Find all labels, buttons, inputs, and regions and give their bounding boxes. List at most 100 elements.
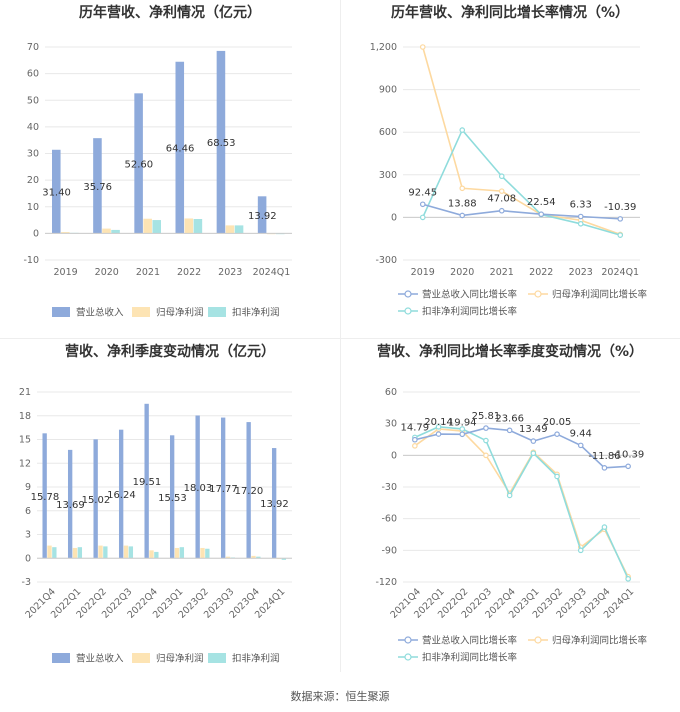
bar-net-profit [225, 556, 231, 559]
revenue-growth-data-label: 47.08 [487, 194, 516, 205]
legend-item: 营业总收入同比增长率 [398, 289, 518, 301]
data-point [459, 431, 466, 438]
legend-label: 营业总收入 [76, 653, 124, 665]
bar-deducted-profit [234, 225, 244, 234]
legend-label: 扣非净利润同比增长率 [422, 652, 518, 664]
x-tick-label: 2019 [53, 267, 77, 278]
data-point [412, 443, 418, 449]
horizontal-divider [0, 338, 680, 339]
y-tick-label: 40 [27, 122, 39, 133]
legend-item: 扣非净利润同比增长率 [398, 306, 518, 318]
revenue-growth-data-label: 13.49 [519, 424, 548, 435]
data-point [419, 214, 426, 221]
x-tick-label: 2019 [411, 267, 435, 278]
legend-label: 扣非净利润 [232, 307, 280, 319]
revenue-data-label: 31.40 [42, 188, 71, 199]
bar-revenue [175, 61, 185, 234]
bar-net-profit [200, 547, 205, 559]
data-point [412, 436, 418, 443]
revenue-data-label: 15.53 [158, 493, 187, 504]
y-tick-label: -120 [375, 577, 397, 588]
x-tick-label: 2023 [569, 267, 593, 278]
legend-label: 归母净利润同比增长率 [552, 635, 648, 647]
bar-deducted-profit [205, 548, 210, 559]
data-point [483, 452, 489, 459]
revenue-growth-data-label: 22.54 [527, 197, 556, 208]
data-point [506, 492, 513, 499]
y-tick-label: -300 [375, 255, 397, 266]
revenue-data-label: 13.92 [260, 499, 289, 510]
data-point [577, 220, 584, 227]
data-point [625, 463, 631, 470]
legend-swatch [208, 307, 226, 317]
y-tick-label: 300 [379, 170, 397, 181]
bar-net-profit [102, 228, 111, 234]
revenue-data-label: 52.60 [125, 159, 154, 170]
legend-item: 归母净利润同比增长率 [528, 635, 648, 647]
y-tick-label: 10 [27, 202, 39, 213]
legend-marker [404, 290, 412, 298]
y-tick-label: -3 [22, 577, 31, 588]
legend-swatch [132, 653, 150, 663]
revenue-data-label: 17.20 [235, 486, 264, 497]
x-tick-label: 2022 [529, 267, 553, 278]
annual-revenue-profit-svg: 历年营收、净利情况（亿元） -10 0 10 20 30 40 50 60 70 2019 2020 2… [23, 4, 292, 319]
y-tick-label: 600 [379, 127, 397, 138]
legend-swatch [208, 653, 226, 663]
data-point [498, 207, 505, 214]
revenue-data-label: 35.76 [83, 182, 112, 193]
bar-deducted-profit [154, 551, 159, 559]
bar-revenue [220, 417, 226, 559]
bar-revenue [42, 433, 47, 559]
bar-revenue [246, 422, 251, 559]
bar-net-profit [143, 218, 152, 234]
quarterly-growth-rate-chart: 营收、净利同比增长率季度变动情况（%） -120 -90 -60 -30 0 30 60 202… [340, 338, 680, 678]
revenue-growth-data-label: -10.39 [604, 202, 636, 213]
x-tick-label: 2023 [218, 267, 242, 278]
y-tick-label: 0 [391, 212, 397, 223]
revenue-data-label: 64.46 [166, 144, 195, 155]
bar-net-profit [98, 545, 103, 559]
y-tick-label: 0 [33, 228, 39, 239]
y-tick-label: -10 [23, 255, 39, 266]
data-point [601, 465, 608, 471]
y-tick-label: 18 [19, 411, 31, 422]
revenue-growth-data-label: 14.79 [401, 423, 430, 434]
bar-net-profit [47, 545, 52, 559]
chart-title: 历年营收、净利情况（亿元） [79, 4, 261, 21]
annual-revenue-profit-chart: 历年营收、净利情况（亿元） -10 0 10 20 30 40 50 60 70 2019 2020 2… [0, 0, 340, 338]
legend-marker [404, 653, 412, 661]
x-tick-label: 2021 [490, 267, 514, 278]
bar-deducted-profit [193, 218, 203, 234]
bar-revenue [51, 149, 61, 234]
y-tick-label: 15 [19, 435, 31, 446]
legend-swatch [52, 653, 70, 663]
y-tick-label: 60 [385, 387, 397, 398]
quarterly-growth-rate-svg: 营收、净利同比增长率季度变动情况（%）-120-90-60-3003060202… [375, 343, 648, 664]
bar-deducted-profit [281, 558, 287, 560]
bar-revenue [93, 439, 98, 559]
x-tick-label: 2020 [95, 267, 119, 278]
bar-deducted-profit [77, 547, 83, 559]
data-point [577, 547, 584, 554]
data-point [483, 425, 489, 431]
data-point [617, 216, 624, 222]
series-line-deducted-profit [414, 426, 629, 580]
bar-revenue [134, 93, 143, 234]
bar-net-profit [174, 547, 180, 559]
legend-item: 扣非净利润同比增长率 [398, 652, 518, 664]
y-tick-label: 3 [25, 530, 31, 541]
y-tick-label: 12 [19, 458, 31, 469]
data-point [483, 437, 489, 444]
y-tick-label: 30 [385, 419, 397, 430]
revenue-data-label: 15.78 [31, 492, 60, 503]
revenue-data-label: 17.77 [209, 484, 238, 495]
y-tick-label: 50 [27, 95, 39, 106]
legend-marker [404, 636, 412, 644]
bar-deducted-profit [128, 546, 134, 559]
legend-item: 归母净利润同比增长率 [528, 289, 648, 301]
x-tick-label: 2024Q1 [253, 267, 291, 278]
y-tick-label: 0 [391, 450, 397, 461]
y-tick-label: 20 [27, 175, 39, 186]
revenue-growth-data-label: 20.14 [424, 417, 453, 428]
